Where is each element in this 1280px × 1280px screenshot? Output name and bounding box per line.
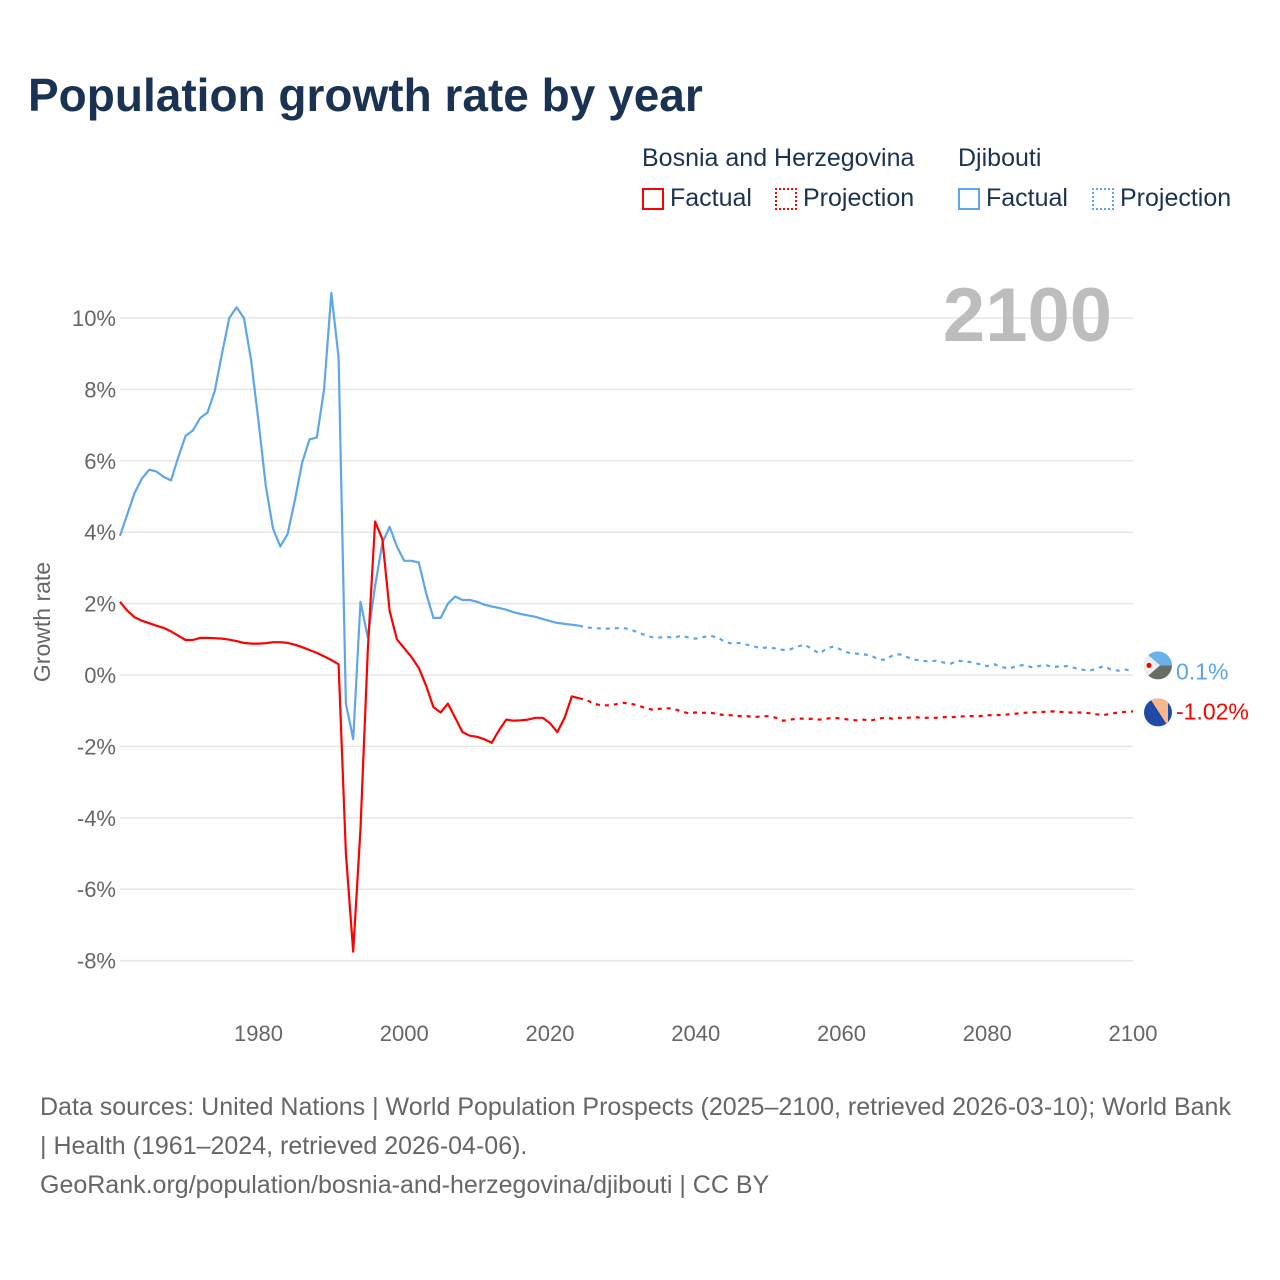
series-line-projection-djibouti — [578, 624, 1134, 673]
source-line: Data sources: United Nations | World Pop… — [40, 1093, 1231, 1160]
legend-label: Projection — [803, 184, 915, 212]
flag-triangle — [1144, 651, 1160, 680]
legend-group-djibouti: Djibouti — [958, 144, 1042, 172]
chart-title: Population growth rate by year — [28, 69, 703, 121]
legend-bosnia-projection[interactable]: Projection — [775, 184, 914, 213]
legend-swatch-solid-red — [642, 187, 664, 210]
x-tick-label: 2040 — [671, 1021, 720, 1046]
y-tick-label: 10% — [72, 306, 116, 331]
x-tick-label: 2060 — [817, 1021, 866, 1046]
y-axis-label: Growth rate — [29, 562, 55, 682]
y-tick-label: 0% — [84, 663, 116, 688]
flag-triangle — [1150, 698, 1168, 727]
legend-label: Projection — [1120, 184, 1232, 212]
flag-body — [1144, 698, 1172, 727]
x-tick-label: 1980 — [234, 1021, 283, 1046]
source-note: Data sources: United Nations | World Pop… — [40, 1088, 1240, 1205]
x-tick-label: 2100 — [1109, 1021, 1158, 1046]
legend-label: Factual — [986, 184, 1068, 212]
legend-djibouti-projection[interactable]: Projection — [1092, 184, 1231, 213]
x-tick-label: 2020 — [526, 1021, 575, 1046]
y-tick-label: 4% — [84, 520, 116, 545]
source-url[interactable]: GeoRank.org/population/bosnia-and-herzeg… — [40, 1171, 770, 1199]
x-tick-label: 2080 — [963, 1021, 1012, 1046]
y-tick-label: -2% — [77, 734, 116, 759]
y-tick-label: 6% — [84, 449, 116, 474]
y-tick-label: -4% — [77, 806, 116, 831]
bosnia-flag-icon — [1144, 698, 1172, 727]
current-year-indicator: 2100 — [942, 273, 1112, 358]
legend-djibouti-factual[interactable]: Factual — [958, 184, 1068, 213]
series-line-projection-bosnia-and-herzegovina — [578, 697, 1134, 722]
legend-swatch-dotted-red — [775, 187, 797, 210]
y-tick-label: 8% — [84, 377, 116, 402]
y-tick-label: -8% — [77, 949, 116, 974]
series-line-factual-djibouti — [118, 291, 580, 741]
series-line-factual-bosnia-and-herzegovina — [119, 520, 580, 953]
y-tick-label: 2% — [84, 592, 116, 617]
end-value-label: -1.02% — [1176, 698, 1249, 724]
y-tick-label: -6% — [77, 877, 116, 902]
x-tick-label: 2000 — [380, 1021, 429, 1046]
djibouti-flag-icon — [1144, 651, 1172, 680]
legend-label: Factual — [670, 184, 752, 212]
legend-group-bosnia: Bosnia and Herzegovina — [642, 144, 915, 172]
legend-swatch-dotted-blue — [1092, 187, 1114, 210]
end-value-label: 0.1% — [1176, 658, 1228, 684]
legend-swatch-solid-blue — [958, 187, 980, 210]
flag-star — [1146, 662, 1152, 668]
legend-bosnia-factual[interactable]: Factual — [642, 184, 752, 213]
flag-body — [1144, 651, 1172, 680]
